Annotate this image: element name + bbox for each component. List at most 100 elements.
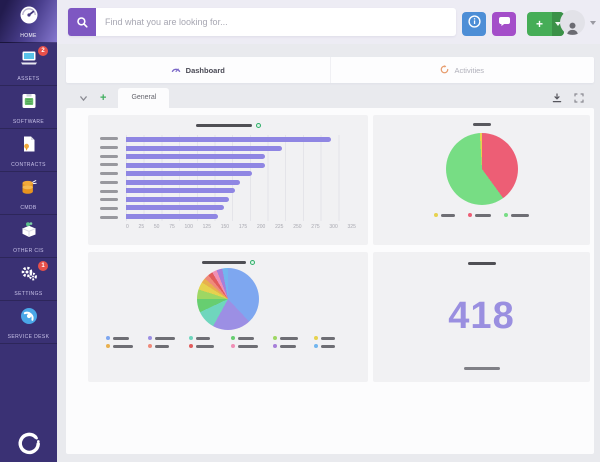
legend-item[interactable] — [189, 344, 225, 348]
legend-dot — [231, 336, 235, 340]
sidebar-item-label: SOFTWARE — [12, 118, 45, 125]
bar[interactable] — [126, 205, 224, 211]
legend-item[interactable] — [106, 344, 142, 348]
legend-item[interactable] — [231, 336, 267, 340]
legend-item[interactable] — [147, 344, 184, 348]
sidebar-item-home[interactable]: HOME — [0, 0, 57, 43]
tab-dashboard-label: Dashboard — [185, 65, 225, 75]
big-number-value: 418 — [448, 294, 515, 337]
x-tick-label: 50 — [153, 224, 160, 230]
legend-label-strip — [238, 344, 258, 348]
dashboard-selector-chevron[interactable] — [79, 94, 88, 103]
download-icon[interactable] — [552, 93, 562, 103]
info-button[interactable] — [462, 12, 486, 36]
sidebar-item-service-desk[interactable]: SERVICE DESK — [0, 301, 57, 344]
sidebar-item-settings[interactable]: SETTINGS 1 — [0, 258, 57, 301]
info-icon — [467, 15, 481, 33]
category-label-strip — [100, 137, 118, 140]
legend-item[interactable] — [504, 213, 529, 217]
legend-label-strip — [321, 336, 336, 340]
bar[interactable] — [126, 171, 252, 177]
sidebar-item-software[interactable]: SOFTWARE — [0, 86, 57, 129]
add-button[interactable]: + — [527, 12, 564, 36]
legend-item[interactable] — [314, 336, 350, 340]
bar[interactable] — [126, 145, 283, 151]
fullscreen-icon[interactable] — [574, 93, 584, 103]
bar[interactable] — [126, 188, 235, 194]
legend-label-strip — [113, 336, 129, 340]
legend-item[interactable] — [147, 336, 184, 340]
sidebar-item-label: HOME — [20, 32, 37, 39]
legend-dot — [189, 336, 194, 340]
chevron-down-icon — [80, 95, 87, 101]
sidebar-item-label: OTHER CIs — [13, 247, 44, 254]
legend-label-strip — [475, 213, 491, 217]
bar[interactable] — [126, 179, 240, 185]
x-tick-label: 0 — [126, 224, 129, 230]
widget-title-row — [98, 260, 358, 265]
legend-item[interactable] — [272, 336, 309, 340]
category-label-strip — [100, 215, 118, 219]
box-icon — [18, 219, 40, 246]
sidebar-item-assets[interactable]: ASSETS 2 — [0, 43, 57, 86]
history-icon — [440, 64, 449, 76]
refresh-indicator-icon — [255, 123, 261, 128]
tab-activities[interactable]: Activities — [329, 57, 595, 83]
life-ring-icon — [18, 305, 40, 332]
legend-dot — [147, 344, 152, 348]
sidebar-item-cmdb[interactable]: CMDB — [0, 172, 57, 215]
bar[interactable] — [126, 196, 229, 202]
legend-item[interactable] — [314, 344, 350, 348]
pie-chart-widget-1 — [373, 115, 590, 245]
legend-dot — [147, 336, 152, 340]
x-tick-label: 200 — [256, 224, 266, 230]
database-stack-icon — [18, 176, 40, 203]
category-label-strip — [100, 189, 118, 193]
pie-2[interactable] — [197, 268, 259, 330]
legend-item[interactable] — [434, 213, 455, 217]
sidebar: HOME ASSETS 2 SOFTWARE CONTRACTS CMDB OT… — [0, 0, 57, 462]
legend-item[interactable] — [468, 213, 491, 217]
bar[interactable] — [126, 162, 265, 168]
pie-1[interactable] — [445, 133, 518, 205]
x-tick-label: 25 — [138, 224, 145, 230]
user-menu-caret[interactable] — [590, 21, 596, 25]
bar-chart-xaxis: 0 25 50 75 100 125 150 175 200 225 250 275 300 325 — [126, 224, 356, 230]
chat-button[interactable] — [492, 12, 516, 36]
legend-dot — [504, 213, 508, 217]
add-dashboard-button[interactable]: + — [100, 92, 107, 104]
legend-label-strip — [279, 336, 298, 340]
category-label-strip — [100, 198, 118, 202]
x-tick-label: 100 — [184, 224, 193, 230]
legend-dot — [231, 344, 235, 348]
plus-icon: + — [535, 17, 543, 31]
x-tick-label: 150 — [220, 224, 230, 230]
bar[interactable] — [126, 213, 218, 219]
sidebar-item-label: ASSETS — [17, 75, 40, 82]
laptop-icon — [18, 47, 40, 74]
user-avatar[interactable] — [560, 10, 585, 35]
legend-item[interactable] — [189, 336, 225, 340]
legend-label-strip — [238, 336, 254, 340]
x-tick-label: 225 — [275, 224, 284, 230]
bar-chart — [100, 135, 356, 221]
assets-badge: 2 — [38, 46, 48, 56]
category-label-strip — [100, 163, 118, 167]
dashboard-toolbar: + General — [66, 88, 594, 108]
x-tick-label: 125 — [202, 224, 211, 230]
legend-item[interactable] — [272, 344, 309, 348]
sidebar-item-label: SETTINGS — [14, 290, 43, 297]
legend-item[interactable] — [231, 344, 267, 348]
widget-footer-strip — [463, 367, 500, 370]
legend-dot — [314, 344, 319, 348]
app-logo — [0, 431, 57, 457]
sidebar-item-other-cis[interactable]: OTHER CIs — [0, 215, 57, 258]
bar[interactable] — [126, 137, 332, 142]
search-input[interactable] — [96, 17, 456, 27]
tab-dashboard[interactable]: Dashboard — [66, 57, 330, 83]
bar[interactable] — [126, 154, 266, 160]
x-tick-label: 275 — [311, 224, 320, 230]
sidebar-item-contracts[interactable]: CONTRACTS — [0, 129, 57, 172]
dashboard-tab-general[interactable]: General — [118, 88, 170, 108]
legend-item[interactable] — [106, 336, 142, 340]
